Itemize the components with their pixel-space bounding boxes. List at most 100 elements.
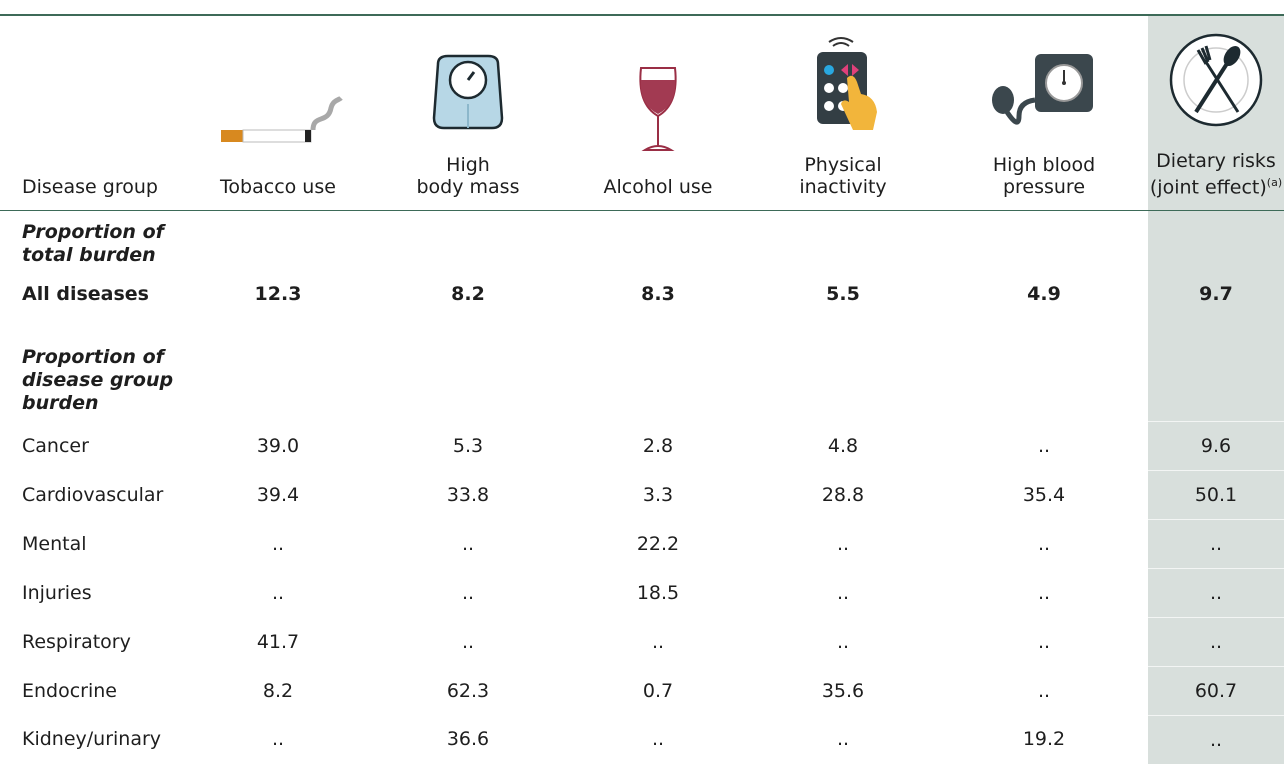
empty-cell [746, 315, 940, 421]
value-cell: 0.7 [642, 679, 674, 702]
value-cell: .. [1148, 567, 1284, 617]
value-cell: 9.7 [1148, 273, 1284, 315]
value-cell: .. [1037, 679, 1051, 702]
value-cell: .. [271, 728, 285, 751]
empty-cell [190, 315, 366, 421]
value-cell: 4.8 [827, 434, 859, 457]
header-cell: Dietary risks (joint effect)(a) [1148, 15, 1284, 211]
value-cell: 39.4 [256, 483, 300, 506]
value-cell: 8.3 [641, 283, 675, 305]
section-row: Proportion of total burden [0, 210, 1284, 274]
data-row: Respiratory 41.7.......... [0, 616, 1284, 666]
row-label: Mental [22, 532, 87, 555]
data-row: Endocrine 8.2 62.3 0.7 35.6.. 60.7 [0, 665, 1284, 715]
scale-icon [432, 54, 504, 130]
section-row: Proportion of disease group burden [0, 315, 1284, 421]
data-row: Injuries.... 18.5...... [0, 567, 1284, 617]
header-cell: High body mass [366, 15, 570, 211]
value-cell: 5.3 [452, 434, 484, 457]
value-cell: .. [1037, 532, 1051, 555]
header-text: High [446, 154, 490, 176]
value-cell: 41.7 [256, 630, 300, 653]
value-cell: .. [461, 532, 475, 555]
empty-cell [940, 211, 1148, 274]
empty-cell [940, 315, 1148, 421]
empty-cell [746, 211, 940, 274]
value-cell: 8.2 [262, 679, 294, 702]
empty-cell [366, 315, 570, 421]
data-row: All diseases 12.3 8.2 8.3 5.5 4.9 9.7 [0, 273, 1284, 315]
empty-cell [1148, 315, 1284, 421]
empty-cell [366, 211, 570, 274]
value-cell: .. [836, 532, 850, 555]
row-label: Respiratory [22, 630, 131, 653]
value-cell: 50.1 [1148, 469, 1284, 519]
blood-pressure-icon [992, 54, 1093, 125]
header-cell: High blood pressure [940, 15, 1148, 211]
value-cell: 8.2 [451, 283, 485, 305]
tobacco-icon [221, 95, 343, 143]
row-label: Injuries [22, 581, 92, 604]
header-text: High blood [992, 154, 1096, 176]
data-row: Cancer 39.0 5.3 2.8 4.8.. 9.6 [0, 420, 1284, 470]
value-cell: 36.6 [446, 728, 490, 751]
value-cell: 2.8 [642, 434, 674, 457]
value-cell: .. [836, 630, 850, 653]
value-cell: 28.8 [821, 483, 865, 506]
header-text: pressure [1002, 176, 1086, 198]
header-text: body mass [416, 176, 520, 198]
value-cell: 9.6 [1148, 420, 1284, 470]
empty-cell [570, 211, 746, 274]
header-text: Physical [804, 154, 882, 176]
value-cell: 3.3 [642, 483, 674, 506]
value-cell: 39.0 [256, 434, 300, 457]
row-label: Kidney/urinary [22, 728, 162, 751]
value-cell: .. [1037, 581, 1051, 604]
value-cell: 62.3 [446, 679, 490, 702]
header-text: (joint effect)(a) [1148, 172, 1284, 198]
value-cell: 12.3 [254, 283, 302, 305]
header-cell: Physical inactivity [746, 15, 940, 211]
risk-table: Disease group Tobacco use High body mass … [0, 14, 1284, 764]
empty-cell [570, 315, 746, 421]
header-cell: Tobacco use [190, 15, 366, 211]
footnote-mark: (a) [1266, 175, 1283, 189]
row-label: Cardiovascular [22, 483, 164, 506]
header-cell: Alcohol use [570, 15, 746, 211]
section-title: Proportion of disease group burden [22, 346, 174, 414]
data-row: Cardiovascular 39.4 33.8 3.3 28.8 35.4 50.1 [0, 469, 1284, 519]
header-text: inactivity [799, 176, 887, 198]
value-cell: .. [1037, 630, 1051, 653]
value-cell: .. [1148, 714, 1284, 764]
value-cell: 22.2 [636, 532, 680, 555]
header-row: Disease group Tobacco use High body mass … [0, 15, 1284, 211]
value-cell: .. [1037, 434, 1051, 457]
data-row: Mental.... 22.2...... [0, 518, 1284, 568]
value-cell: 4.9 [1027, 283, 1061, 305]
value-cell: 19.2 [1022, 728, 1066, 751]
value-cell: .. [461, 581, 475, 604]
row-label: Cancer [22, 434, 89, 457]
header-text: Dietary risks [1156, 149, 1276, 172]
value-cell: 33.8 [446, 483, 490, 506]
section-title: Proportion of total burden [22, 221, 164, 266]
empty-cell [190, 211, 366, 274]
value-cell: .. [836, 728, 850, 751]
empty-cell [1148, 210, 1284, 273]
remote-icon [817, 37, 877, 130]
header-text: (joint effect) [1149, 176, 1267, 198]
header-text: Tobacco use [220, 176, 336, 198]
value-cell: .. [836, 581, 850, 604]
row-label: All diseases [22, 283, 149, 305]
header-cell: Disease group [0, 15, 190, 211]
table-body: Proportion of total burden All diseases 12… [0, 210, 1284, 764]
value-cell: .. [1148, 518, 1284, 568]
value-cell: .. [271, 581, 285, 604]
value-cell: 5.5 [826, 283, 860, 305]
value-cell: 35.4 [1022, 483, 1066, 506]
page: Disease group Tobacco use High body mass … [0, 14, 1284, 774]
value-cell: 60.7 [1148, 665, 1284, 715]
header-text: Alcohol use [603, 176, 713, 198]
value-cell: 18.5 [636, 581, 680, 604]
value-cell: .. [271, 532, 285, 555]
